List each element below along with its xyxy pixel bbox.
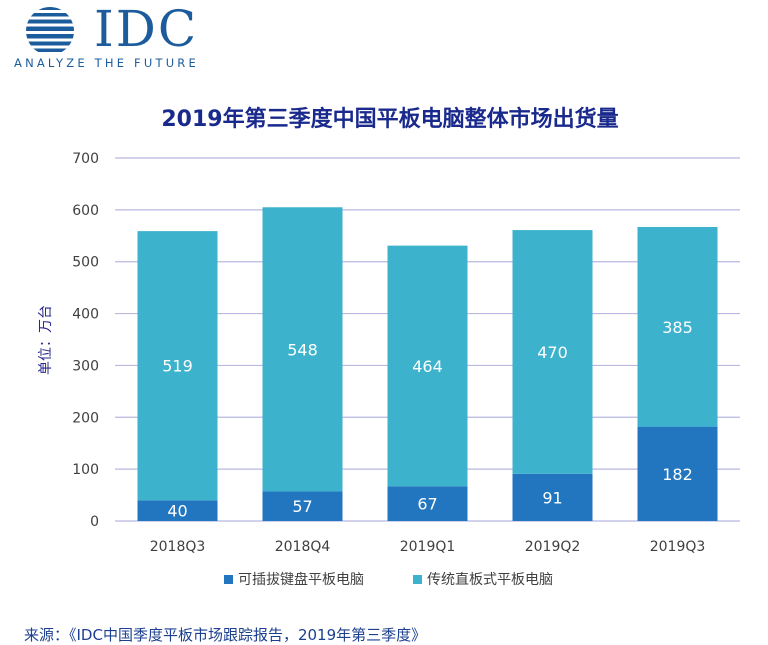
data-label: 464 <box>412 357 443 376</box>
data-label: 182 <box>662 465 693 484</box>
x-tick-label: 2019Q2 <box>525 539 581 555</box>
data-label: 470 <box>537 343 568 362</box>
y-tick-label: 0 <box>90 514 99 530</box>
bar-segment <box>512 473 593 521</box>
data-label: 40 <box>167 502 187 521</box>
data-label: 519 <box>162 357 193 376</box>
legend-label: 传统直板式平板电脑 <box>427 571 553 588</box>
data-label: 91 <box>542 488 562 507</box>
bar-segment <box>637 426 718 521</box>
y-tick-label: 700 <box>72 151 99 167</box>
y-tick-label: 200 <box>72 410 99 426</box>
legend-swatch <box>224 575 233 584</box>
y-tick-label: 600 <box>72 203 99 219</box>
x-tick-label: 2019Q1 <box>400 539 456 555</box>
legend-label: 可插拔键盘平板电脑 <box>238 571 364 588</box>
x-tick-label: 2018Q3 <box>150 539 206 555</box>
bar-segment <box>637 226 718 427</box>
logo-wordmark: IDC <box>94 0 199 58</box>
y-axis-label: 单位：万台 <box>38 305 54 375</box>
x-tick-labels: 2018Q3 2018Q4 2019Q1 2019Q2 2019Q3 <box>150 539 706 555</box>
y-tick-label: 300 <box>72 358 99 374</box>
y-tick-label: 500 <box>72 255 99 271</box>
data-label: 67 <box>417 495 437 514</box>
data-label: 385 <box>662 318 693 337</box>
bars <box>137 207 718 521</box>
data-label: 57 <box>292 497 312 516</box>
data-labels: 40 519 57 548 67 464 91 470 182 385 <box>162 318 693 521</box>
legend: 可插拔键盘平板电脑 传统直板式平板电脑 <box>224 571 553 588</box>
bar-segment <box>512 230 593 474</box>
logo-tagline: ANALYZE THE FUTURE <box>14 56 199 70</box>
idc-logo: IDC ANALYZE THE FUTURE <box>14 0 214 76</box>
y-tick-labels: 0 100 200 300 400 500 600 700 <box>72 151 99 530</box>
legend-swatch <box>413 575 422 584</box>
source-note: 来源：《IDC中国季度平板市场跟踪报告，2019年第三季度》 <box>24 626 427 644</box>
bar-segment <box>262 491 343 521</box>
bar-segment <box>262 207 343 492</box>
bar-segment <box>387 486 468 521</box>
chart-title: 2019年第三季度中国平板电脑整体市场出货量 <box>161 106 618 132</box>
stacked-bar-chart: 2019年第三季度中国平板电脑整体市场出货量 单位：万台 0 100 200 300 4… <box>38 106 740 588</box>
y-tick-label: 400 <box>72 307 99 323</box>
x-tick-label: 2018Q4 <box>275 539 331 555</box>
bar-segment <box>387 245 468 487</box>
data-label: 548 <box>287 340 318 359</box>
bar-segment <box>137 231 218 501</box>
y-tick-label: 100 <box>72 462 99 478</box>
globe-logo-icon <box>26 7 74 52</box>
x-tick-label: 2019Q3 <box>650 539 706 555</box>
bar-segment <box>137 500 218 521</box>
